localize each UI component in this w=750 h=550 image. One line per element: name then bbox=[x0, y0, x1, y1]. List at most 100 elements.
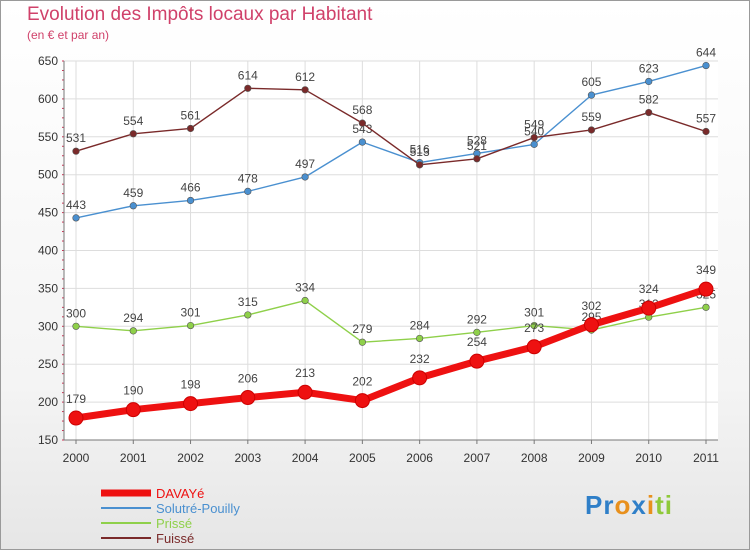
series-fuiss-: 531 554 561 614 612 568 513 521 549 559 582 557 bbox=[66, 68, 716, 169]
data-point bbox=[125, 402, 141, 418]
data-label: 644 bbox=[696, 46, 716, 60]
data-point bbox=[354, 393, 370, 409]
data-point bbox=[530, 321, 538, 330]
x-tick-label: 2009 bbox=[578, 451, 605, 465]
x-tick-label: 2008 bbox=[521, 451, 548, 465]
x-tick-label: 2010 bbox=[635, 451, 662, 465]
legend-label: Fuissé bbox=[156, 531, 194, 546]
data-point bbox=[129, 202, 137, 210]
chart-title: Evolution des Impôts locaux par Habitant bbox=[27, 4, 373, 25]
data-point bbox=[698, 281, 714, 297]
data-label: 301 bbox=[181, 306, 201, 320]
data-label: 513 bbox=[410, 145, 430, 159]
data-label: 206 bbox=[238, 372, 258, 386]
data-label: 202 bbox=[352, 375, 372, 389]
data-label: 478 bbox=[238, 171, 258, 185]
data-point bbox=[72, 214, 80, 222]
data-label: 543 bbox=[352, 122, 372, 136]
data-label: 315 bbox=[238, 295, 258, 309]
logo-part: ti bbox=[655, 490, 673, 520]
data-label: 466 bbox=[181, 180, 201, 194]
data-label: 294 bbox=[123, 311, 143, 325]
data-label: 179 bbox=[66, 392, 86, 406]
data-label: 540 bbox=[524, 124, 544, 138]
x-tick-label: 2005 bbox=[349, 451, 376, 465]
data-label: 443 bbox=[66, 198, 86, 212]
data-label: 582 bbox=[639, 93, 659, 107]
data-point bbox=[416, 161, 424, 169]
data-point bbox=[469, 353, 485, 369]
y-tick-label: 200 bbox=[38, 395, 58, 409]
y-tick-label: 550 bbox=[38, 130, 58, 144]
data-label: 459 bbox=[123, 186, 143, 200]
series-line bbox=[75, 285, 708, 422]
data-point bbox=[645, 108, 653, 117]
data-point bbox=[186, 321, 195, 330]
data-label: 349 bbox=[696, 263, 716, 277]
data-point bbox=[645, 77, 653, 86]
data-label: 605 bbox=[581, 75, 601, 89]
y-tick-label: 150 bbox=[38, 433, 58, 447]
data-label: 198 bbox=[181, 378, 201, 392]
x-tick-label: 2002 bbox=[177, 451, 204, 465]
data-point bbox=[358, 138, 366, 146]
data-point bbox=[301, 173, 309, 181]
data-label: 561 bbox=[181, 108, 201, 122]
data-label: 213 bbox=[295, 366, 315, 380]
data-label: 232 bbox=[410, 352, 430, 366]
data-point bbox=[301, 296, 309, 305]
series-davay-: 179 190 198 206 213 202 232 254 273 302 324 349 bbox=[66, 263, 716, 426]
data-point bbox=[416, 334, 424, 343]
y-tick-label: 300 bbox=[38, 319, 58, 333]
legend-label: DAVAYé bbox=[156, 486, 204, 501]
data-point bbox=[587, 91, 596, 99]
y-tick-label: 250 bbox=[38, 357, 58, 371]
data-label: 292 bbox=[467, 312, 487, 326]
x-tick-label: 2011 bbox=[693, 451, 719, 465]
data-point bbox=[186, 196, 195, 205]
data-label: 300 bbox=[66, 306, 86, 320]
data-point bbox=[183, 396, 199, 412]
x-tick-label: 2001 bbox=[120, 451, 147, 465]
data-label: 549 bbox=[524, 118, 544, 132]
data-label: 554 bbox=[123, 114, 143, 128]
legend-label: Prissé bbox=[156, 516, 192, 531]
data-point bbox=[297, 384, 313, 400]
data-label: 559 bbox=[581, 110, 601, 124]
x-tick-label: 2007 bbox=[464, 451, 491, 465]
series-line bbox=[75, 299, 707, 343]
data-point bbox=[244, 84, 252, 92]
x-tick-label: 2000 bbox=[63, 451, 90, 465]
data-label: 302 bbox=[581, 299, 601, 313]
data-point bbox=[583, 317, 599, 333]
data-point bbox=[72, 147, 80, 155]
data-point bbox=[358, 119, 366, 127]
data-point bbox=[530, 140, 538, 148]
data-point bbox=[129, 327, 137, 335]
data-label: 324 bbox=[639, 282, 659, 296]
data-point bbox=[358, 338, 366, 346]
proxiti-logo: Proxiti bbox=[585, 490, 673, 521]
data-point bbox=[72, 322, 80, 330]
data-point bbox=[240, 390, 256, 406]
series-line bbox=[75, 87, 707, 166]
data-point bbox=[129, 130, 137, 138]
legend-label: Solutré-Pouilly bbox=[156, 501, 240, 516]
data-point bbox=[526, 339, 542, 355]
data-label: 531 bbox=[66, 131, 86, 145]
y-tick-label: 350 bbox=[38, 281, 58, 295]
data-point bbox=[186, 124, 195, 133]
data-point bbox=[68, 410, 84, 426]
chart-subtitle: (en € et par an) bbox=[27, 28, 110, 42]
data-label: 516 bbox=[410, 143, 430, 157]
x-tick-label: 2004 bbox=[292, 451, 319, 465]
y-tick-label: 650 bbox=[38, 54, 58, 68]
data-point bbox=[702, 61, 710, 70]
y-tick-label: 600 bbox=[38, 92, 58, 106]
data-label: 301 bbox=[524, 306, 544, 320]
data-label: 612 bbox=[295, 70, 315, 84]
data-point bbox=[587, 126, 596, 134]
data-label: 284 bbox=[410, 318, 430, 332]
